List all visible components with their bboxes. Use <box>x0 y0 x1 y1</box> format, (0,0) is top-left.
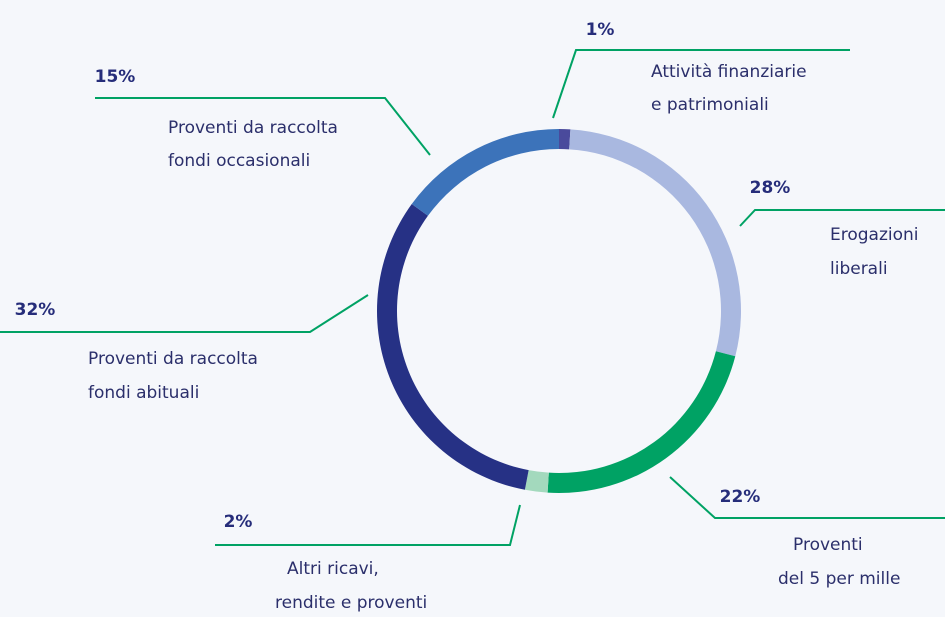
donut-segment <box>547 351 736 494</box>
category-label: liberali <box>830 259 888 279</box>
value-label: 15% <box>95 67 136 87</box>
category-label: Erogazioni <box>830 225 919 245</box>
donut-segment <box>569 129 742 357</box>
value-label: 2% <box>224 512 253 532</box>
category-label: fondi abituali <box>88 383 199 403</box>
value-label: 22% <box>720 487 761 507</box>
leader-line <box>552 49 850 119</box>
donut-segment <box>411 129 559 216</box>
category-label: Proventi da raccolta <box>168 118 338 138</box>
leader-line <box>739 209 945 227</box>
category-label: rendite e proventi <box>275 593 427 613</box>
leader-line <box>215 504 521 546</box>
category-label: Altri ricavi, <box>287 559 379 579</box>
donut-segment <box>559 129 571 150</box>
leader-line <box>669 476 945 519</box>
category-label: Proventi da raccolta <box>88 349 258 369</box>
value-label: 1% <box>586 20 615 40</box>
category-label: del 5 per mille <box>778 569 900 589</box>
donut-segment <box>524 470 549 493</box>
leader-line <box>95 97 431 156</box>
value-label: 32% <box>15 300 56 320</box>
leader-line <box>0 294 369 333</box>
value-label: 28% <box>750 178 791 198</box>
category-label: Attività finanziarie <box>651 62 807 82</box>
category-label: Proventi <box>793 535 863 555</box>
donut-segment <box>377 204 529 490</box>
category-label: e patrimoniali <box>651 95 769 115</box>
category-label: fondi occasionali <box>168 151 310 171</box>
